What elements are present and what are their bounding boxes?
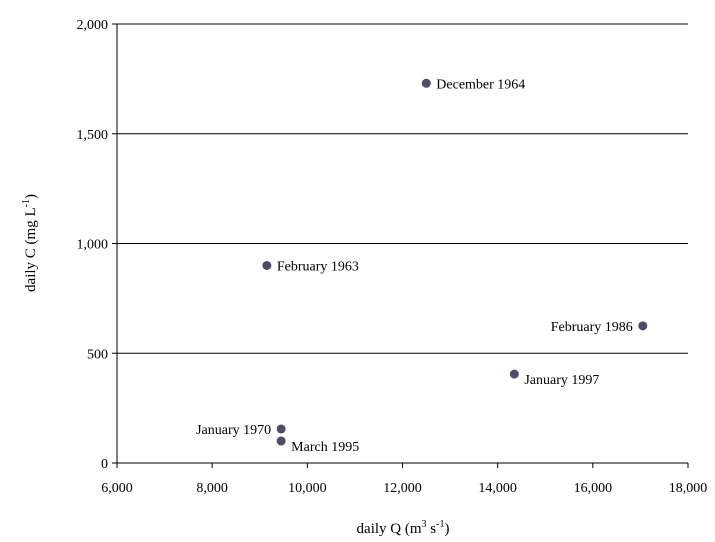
x-tick-label: 18,000 <box>669 481 708 496</box>
data-point <box>262 260 272 270</box>
y-axis-label: daily C (mg L-1) <box>21 194 39 292</box>
data-point-label: February 1963 <box>277 259 359 274</box>
data-point-label: January 1997 <box>524 373 599 388</box>
data-point <box>276 424 286 434</box>
y-tick-label: 1,500 <box>77 128 109 143</box>
x-tick-label: 12,000 <box>383 481 422 496</box>
x-tick-label: 8,000 <box>196 481 228 496</box>
x-axis-label: daily Q (m3 s-1) <box>357 519 450 537</box>
x-tick-label: 16,000 <box>574 481 613 496</box>
y-axis-ticks: 0 500 1,000 1,500 2,000 <box>77 18 117 472</box>
data-point-label: February 1986 <box>551 320 633 335</box>
y-tick-label: 0 <box>101 457 108 472</box>
data-point <box>421 78 431 88</box>
y-tick-label: 500 <box>87 347 108 362</box>
y-tick-label: 1,000 <box>77 238 109 253</box>
data-point-label: March 1995 <box>291 440 359 455</box>
grid-lines <box>117 23 688 354</box>
data-point-label: January 1970 <box>196 423 271 438</box>
x-tick-label: 6,000 <box>101 481 133 496</box>
data-point <box>509 369 519 379</box>
x-axis-ticks: 6,000 8,000 10,000 12,000 14,000 16,000 18,000 <box>101 463 707 496</box>
data-point <box>638 321 648 331</box>
data-point <box>276 436 286 446</box>
data-point-label: December 1964 <box>436 77 525 92</box>
y-tick-label: 2,000 <box>77 18 109 33</box>
data-points: December 1964 February 1963 February 1986 J… <box>196 77 648 455</box>
x-tick-label: 10,000 <box>288 481 327 496</box>
x-tick-label: 14,000 <box>478 481 517 496</box>
